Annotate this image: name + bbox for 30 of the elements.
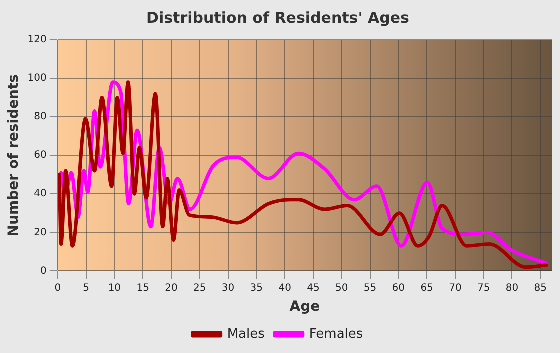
x-tick-label: 60 [392,282,406,294]
x-tick-label: 15 [136,282,150,294]
legend-label: Females [309,326,364,342]
x-tick-label: 85 [534,282,548,294]
x-tick-label: 30 [222,282,235,294]
y-tick-label: 20 [34,227,47,238]
y-tick-label: 60 [34,150,47,162]
chart-title: Distribution of Residents' Ages [146,8,410,27]
y-tick-label: 0 [40,266,47,277]
x-axis-title: Age [290,299,320,316]
y-tick-label: 120 [28,34,47,46]
y-tick-label: 40 [34,188,47,200]
x-tick-label: 40 [278,282,292,294]
x-tick-label: 80 [506,282,519,294]
x-tick-label: 20 [165,282,178,294]
x-tick-label: 25 [194,282,206,294]
x-tick-label: 50 [335,282,348,294]
x-tick-label: 75 [477,282,490,294]
x-tick-label: 65 [420,282,434,294]
x-tick-label: 45 [307,282,320,294]
x-tick-label: 10 [108,282,122,294]
x-tick-label: 0 [54,282,62,294]
y-axis-title: Number of residents [6,74,22,237]
x-tick-label: 70 [449,282,462,294]
y-tick-label: 80 [34,112,47,123]
x-tick-label: 35 [250,282,264,294]
x-tick-label: 5 [83,282,90,294]
y-tick-label: 100 [28,73,47,84]
legend-label: Males [227,326,266,342]
x-tick-label: 55 [364,282,377,294]
